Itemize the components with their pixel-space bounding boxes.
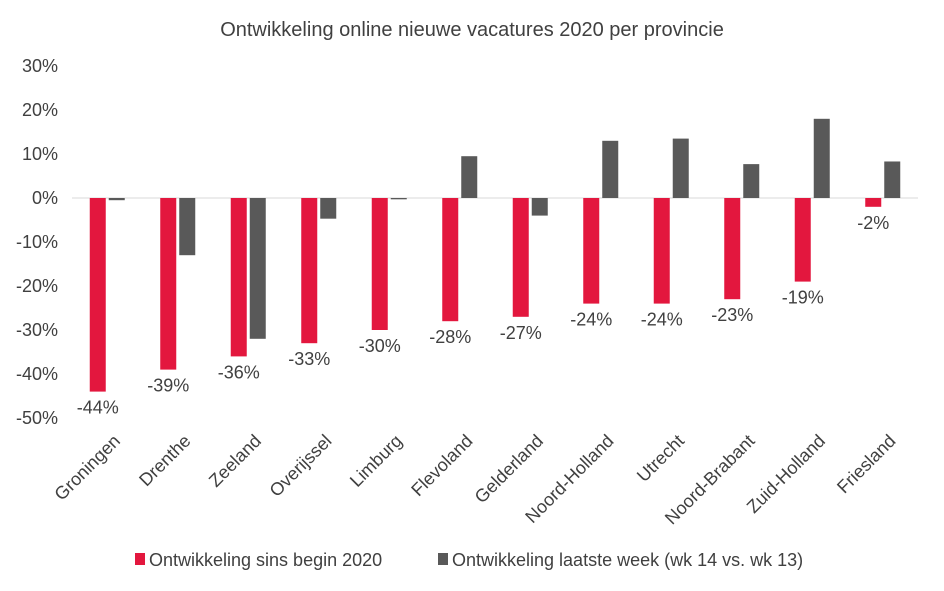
- data-label: -30%: [359, 336, 401, 356]
- chart-title: Ontwikkeling online nieuwe vacatures 202…: [220, 19, 724, 41]
- y-tick-label: -30%: [16, 320, 58, 340]
- x-tick-label: Flevoland: [407, 431, 476, 500]
- bar-laatste-week: [813, 118, 830, 198]
- y-tick-label: -10%: [16, 232, 58, 252]
- bar-sins-begin-2020: [512, 198, 529, 317]
- legend: Ontwikkeling sins begin 2020 Ontwikkelin…: [135, 550, 803, 570]
- x-tick-label: Limburg: [346, 431, 406, 491]
- legend-swatch-series-1: [135, 553, 145, 565]
- data-label: -33%: [288, 349, 330, 369]
- bar-laatste-week: [179, 198, 196, 256]
- x-tick-label: Friesland: [833, 431, 899, 497]
- data-labels: -44% -39% -36% -33% -30% -28% -27% -24% -24% -23%…: [77, 213, 890, 418]
- data-label: -36%: [218, 362, 260, 382]
- bar-laatste-week: [108, 198, 125, 201]
- bar-sins-begin-2020: [794, 198, 811, 282]
- x-tick-label: Overijssel: [266, 431, 336, 501]
- bar-sins-begin-2020: [301, 198, 318, 344]
- x-tick-label: Drenthe: [135, 431, 194, 490]
- bars: [89, 118, 901, 392]
- bar-sins-begin-2020: [724, 198, 741, 300]
- x-tick-label: Groningen: [50, 431, 124, 505]
- bar-sins-begin-2020: [865, 198, 882, 207]
- x-tick-label: Utrecht: [633, 431, 688, 486]
- bar-laatste-week: [390, 198, 407, 200]
- y-tick-label: 20%: [22, 100, 58, 120]
- data-label: -27%: [500, 323, 542, 343]
- data-label: -2%: [857, 213, 889, 233]
- bar-sins-begin-2020: [89, 198, 106, 392]
- bar-laatste-week: [743, 164, 760, 198]
- data-label: -19%: [782, 288, 824, 308]
- bar-sins-begin-2020: [653, 198, 670, 304]
- legend-label-series-2: Ontwikkeling laatste week (wk 14 vs. wk …: [452, 550, 803, 570]
- y-tick-label: -40%: [16, 364, 58, 384]
- bar-laatste-week: [672, 138, 689, 198]
- x-tick-label: Zeeland: [205, 431, 265, 491]
- bar-sins-begin-2020: [160, 198, 177, 370]
- bar-sins-begin-2020: [371, 198, 388, 330]
- y-tick-label: 30%: [22, 56, 58, 76]
- bar-laatste-week: [884, 161, 901, 198]
- y-tick-label: 0%: [32, 188, 58, 208]
- data-label: -24%: [641, 310, 683, 330]
- bar-laatste-week: [602, 140, 619, 198]
- bar-laatste-week: [461, 156, 478, 198]
- y-axis-ticks: 30% 20% 10% 0% -10% -20% -30% -40% -50%: [16, 56, 58, 428]
- bar-sins-begin-2020: [230, 198, 247, 357]
- data-label: -44%: [77, 398, 119, 418]
- bar-sins-begin-2020: [583, 198, 600, 304]
- data-label: -24%: [570, 310, 612, 330]
- bar-laatste-week: [249, 198, 266, 339]
- y-tick-label: -20%: [16, 276, 58, 296]
- x-tick-label: Gelderland: [471, 431, 547, 507]
- bar-sins-begin-2020: [442, 198, 459, 322]
- bar-laatste-week: [531, 198, 548, 216]
- legend-label-series-1: Ontwikkeling sins begin 2020: [149, 550, 382, 570]
- y-tick-label: 10%: [22, 144, 58, 164]
- data-label: -39%: [147, 376, 189, 396]
- legend-swatch-series-2: [438, 553, 448, 565]
- data-label: -28%: [429, 327, 471, 347]
- y-tick-label: -50%: [16, 408, 58, 428]
- x-axis-ticks: Groningen Drenthe Zeeland Overijssel Limburg…: [50, 431, 899, 529]
- data-label: -23%: [711, 305, 753, 325]
- bar-laatste-week: [320, 198, 337, 219]
